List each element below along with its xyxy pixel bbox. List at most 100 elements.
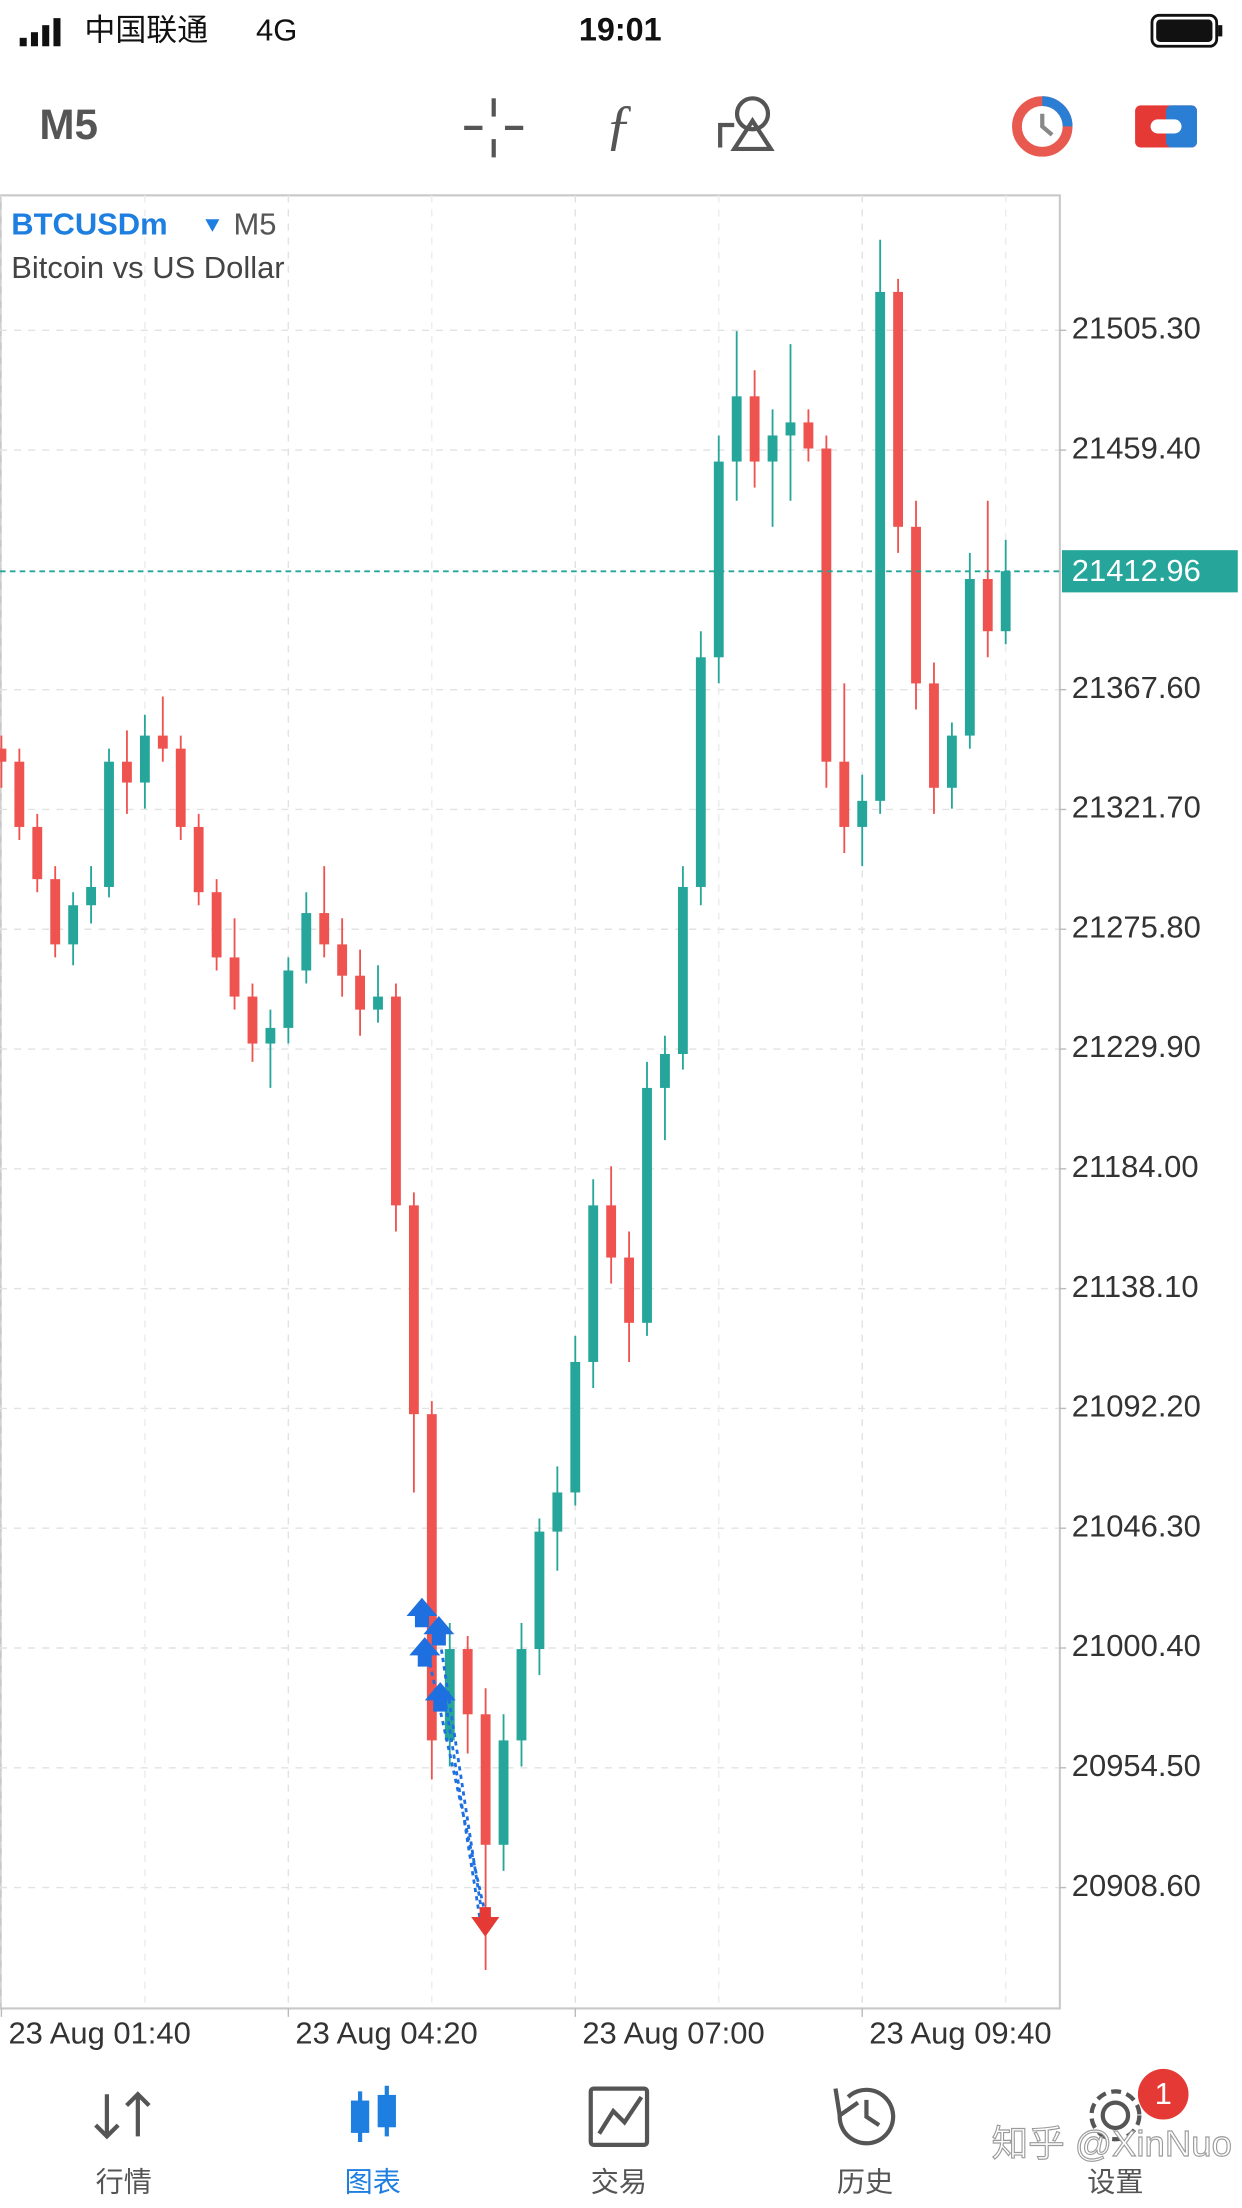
network: 4G — [256, 12, 297, 47]
symbol[interactable]: BTCUSDm — [11, 206, 167, 241]
candle-body — [301, 913, 312, 971]
crosshair-button[interactable] — [464, 98, 524, 158]
account-button[interactable] — [1012, 96, 1073, 157]
candle-body — [319, 913, 330, 945]
candle-body — [229, 957, 240, 997]
objects-button[interactable] — [718, 96, 775, 152]
candle-body — [32, 826, 43, 880]
x-tick-label: 23 Aug 04:20 — [295, 2015, 477, 2050]
candle-body — [498, 1740, 509, 1845]
tab-label[interactable]: 设置 — [1087, 2167, 1143, 2198]
candle-body — [695, 657, 706, 887]
tab-label[interactable]: 历史 — [837, 2167, 893, 2198]
y-tick-label: 21459.40 — [1072, 430, 1201, 465]
candle-body — [247, 996, 258, 1044]
x-tick-label: 23 Aug 01:40 — [8, 2015, 190, 2050]
candle-body — [624, 1257, 635, 1323]
badge-count: 1 — [1155, 2076, 1172, 2111]
candle-body — [839, 761, 850, 827]
y-tick-label: 21138.10 — [1072, 1269, 1199, 1304]
indicators-button[interactable]: ƒ — [605, 95, 633, 157]
candle-body — [677, 886, 688, 1054]
candle-body — [283, 970, 294, 1028]
x-tick-label: 23 Aug 09:40 — [869, 2015, 1051, 2050]
candle-body — [821, 448, 832, 762]
battery-icon — [1150, 13, 1223, 48]
trade-markers — [406, 1597, 500, 1937]
candle-body — [534, 1531, 545, 1650]
candle-body — [50, 879, 61, 945]
candle-body — [731, 396, 742, 462]
y-tick-label: 21229.90 — [1072, 1029, 1201, 1064]
tab-label[interactable]: 交易 — [591, 2167, 647, 2198]
candle-body — [946, 735, 957, 788]
candle-body — [373, 996, 383, 1010]
candle-body — [337, 944, 348, 976]
tab-label[interactable]: 行情 — [96, 2167, 152, 2198]
candle-body — [408, 1205, 419, 1415]
candle-body — [0, 748, 7, 762]
candle-body — [193, 826, 204, 893]
candle-body — [14, 761, 25, 827]
clock: 19:01 — [579, 12, 662, 48]
candle-body — [713, 461, 724, 658]
candle-body — [480, 1714, 491, 1845]
badge — [1137, 2068, 1189, 2120]
candle-body — [642, 1087, 652, 1323]
candle-body — [1000, 571, 1011, 632]
candle-body — [660, 1053, 670, 1088]
candle-body — [211, 892, 222, 958]
y-tick-label: 21184.00 — [1072, 1149, 1199, 1184]
candle-body — [104, 761, 114, 887]
candle-body — [749, 396, 760, 462]
candle-body — [157, 735, 168, 749]
candle-body — [785, 422, 796, 436]
candle-body — [911, 526, 921, 684]
candle-body — [391, 996, 401, 1206]
signal-icon — [19, 18, 61, 47]
chart-timeframe: M5 — [233, 206, 276, 241]
candle-body — [606, 1205, 617, 1258]
candle-body — [139, 735, 150, 783]
timeframe-button[interactable]: M5 — [39, 101, 98, 148]
y-tick-label: 21505.30 — [1072, 310, 1201, 345]
tab-bar: 行情 图表 交易 历史 设置 — [96, 2167, 1144, 2198]
candle-body — [857, 800, 868, 827]
symbol-dropdown[interactable] — [205, 219, 220, 232]
watermark: 知乎 @XinNuo — [992, 2123, 1232, 2164]
candle-body — [767, 435, 778, 462]
candle-body — [893, 291, 904, 527]
candle-body — [964, 579, 975, 736]
tab-icons — [94, 2085, 1142, 2147]
current-price-box — [1061, 550, 1238, 593]
candle-body — [552, 1492, 563, 1532]
y-tick-label: 21000.40 — [1072, 1628, 1201, 1663]
symbol-description: Bitcoin vs US Dollar — [11, 250, 284, 285]
y-tick-label: 21092.20 — [1072, 1389, 1201, 1424]
tab-label[interactable]: 图表 — [345, 2167, 401, 2198]
candle-body — [175, 748, 186, 827]
candle-body — [265, 1027, 276, 1044]
y-tick-label: 21367.60 — [1072, 670, 1201, 705]
candle-body — [462, 1649, 473, 1715]
y-tick-label: 21321.70 — [1072, 790, 1201, 825]
y-tick-label: 20908.60 — [1072, 1868, 1201, 1903]
y-tick-label: 20954.50 — [1072, 1748, 1201, 1783]
candle-body — [875, 291, 886, 801]
y-tick-label: 21046.30 — [1072, 1508, 1201, 1543]
candle-body — [929, 683, 939, 788]
y-tick-label: 21275.80 — [1072, 909, 1201, 944]
candle-body — [355, 975, 366, 1010]
candle-body — [68, 905, 79, 945]
candle-body — [426, 1414, 437, 1741]
candle-body — [803, 422, 814, 449]
candle-body — [588, 1205, 599, 1362]
candle-body — [122, 761, 132, 783]
candle-body — [570, 1361, 581, 1493]
trade-button[interactable] — [1135, 105, 1197, 148]
x-tick-label: 23 Aug 07:00 — [582, 2015, 764, 2050]
carrier: 中国联通 — [84, 12, 208, 47]
